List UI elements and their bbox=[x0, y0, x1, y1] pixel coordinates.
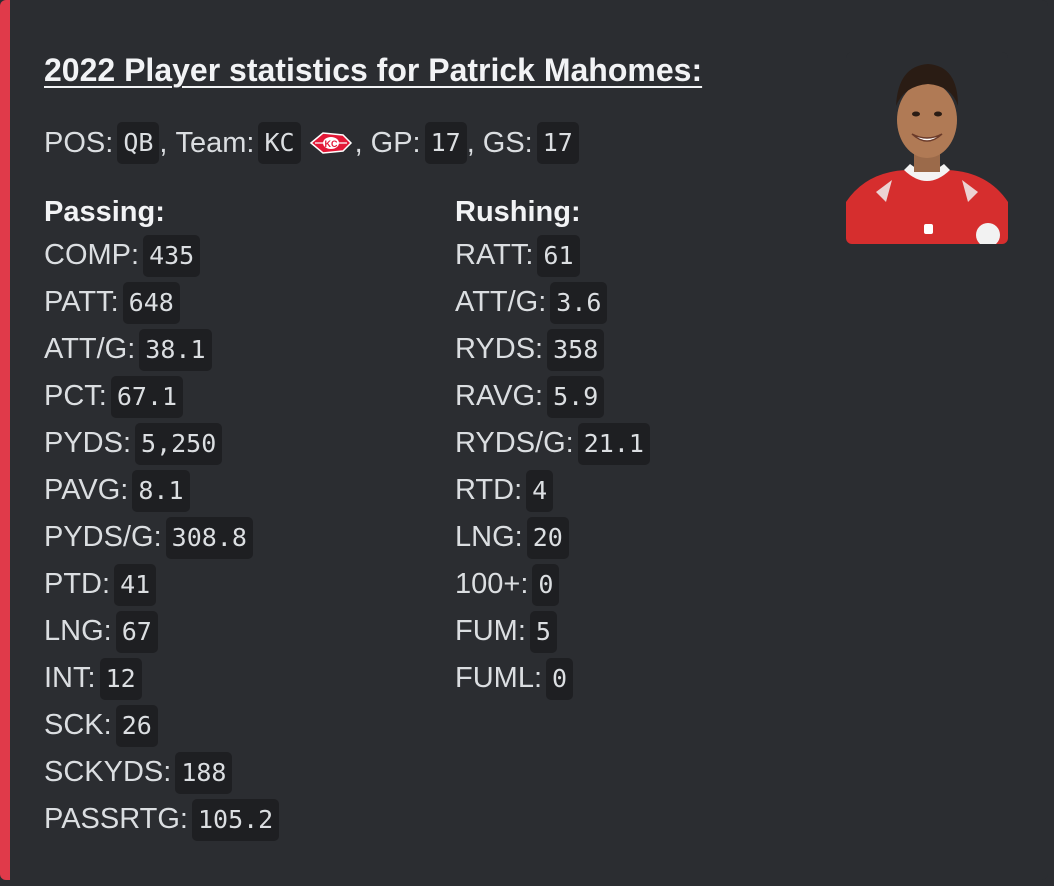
rushing-stat-row: FUML: 0 bbox=[455, 655, 650, 702]
passing-stat-row: PAVG: 8.1 bbox=[44, 467, 279, 514]
stat-label: RATT: bbox=[455, 239, 534, 271]
stat-value: 308.8 bbox=[165, 516, 253, 559]
stat-label: LNG: bbox=[44, 615, 112, 647]
passing-stat-row: SCKYDS: 188 bbox=[44, 749, 279, 796]
stat-value: 67 bbox=[115, 610, 158, 653]
stat-label: SCK: bbox=[44, 709, 112, 741]
stat-label: FUML: bbox=[455, 662, 542, 694]
pos-value: QB bbox=[117, 122, 160, 164]
rushing-stat-row: LNG: 20 bbox=[455, 514, 650, 561]
team-value: KC bbox=[258, 122, 301, 164]
info-sep: , bbox=[354, 126, 363, 159]
rushing-stat-row: RAVG: 5.9 bbox=[455, 373, 650, 420]
rushing-stat-row: RYDS/G: 21.1 bbox=[455, 420, 650, 467]
stat-value: 4 bbox=[526, 469, 554, 512]
stat-label: PTD: bbox=[44, 568, 111, 600]
passing-stat-row: PASSRTG: 105.2 bbox=[44, 796, 280, 843]
stat-label: PATT: bbox=[44, 286, 119, 318]
stat-label: PAVG: bbox=[44, 474, 129, 506]
stat-value: 105.2 bbox=[191, 798, 280, 841]
player-portrait-icon bbox=[846, 52, 1008, 244]
stat-label: FUM: bbox=[455, 615, 526, 647]
stat-label: INT: bbox=[44, 662, 96, 694]
stat-label: RYDS/G: bbox=[455, 427, 574, 459]
rushing-stat-row: ATT/G: 3.6 bbox=[455, 279, 650, 326]
gs-label: GS: bbox=[482, 126, 533, 159]
stat-value: 26 bbox=[115, 704, 158, 747]
stat-label: RTD: bbox=[455, 474, 523, 506]
pos-label: POS: bbox=[44, 126, 114, 159]
stat-label: ATT/G: bbox=[44, 333, 136, 365]
rushing-stat-row: 100+: 0 bbox=[455, 561, 650, 608]
rushing-stat-row: RATT: 61 bbox=[455, 232, 650, 279]
chiefs-logo-icon: KC bbox=[309, 132, 352, 154]
gp-label: GP: bbox=[370, 126, 421, 159]
stat-label: PYDS/G: bbox=[44, 521, 162, 553]
gs-value: 17 bbox=[536, 122, 579, 164]
passing-stat-row: COMP: 435 bbox=[44, 232, 279, 279]
stat-label: RAVG: bbox=[455, 380, 544, 412]
passing-stat-row: LNG: 67 bbox=[44, 608, 279, 655]
stat-label: PCT: bbox=[44, 380, 107, 412]
passing-stat-row: INT: 12 bbox=[44, 655, 279, 702]
rushing-stat-row: RTD: 4 bbox=[455, 467, 650, 514]
team-label: Team: bbox=[175, 126, 255, 159]
player-info-line: POS: QB , Team: KC KC , GP: 17 , GS: 17 bbox=[44, 122, 579, 164]
passing-stat-row: PYDS: 5,250 bbox=[44, 420, 279, 467]
passing-stat-row: PYDS/G: 308.8 bbox=[44, 514, 279, 561]
rushing-stat-row: FUM: 5 bbox=[455, 608, 650, 655]
stat-label: PYDS: bbox=[44, 427, 132, 459]
stat-label: SCKYDS: bbox=[44, 756, 172, 788]
stat-label: ATT/G: bbox=[455, 286, 547, 318]
info-sep: , bbox=[466, 126, 475, 159]
stat-value: 61 bbox=[537, 234, 580, 277]
passing-stat-row: PTD: 41 bbox=[44, 561, 279, 608]
stat-label: PASSRTG: bbox=[44, 803, 188, 835]
stat-value: 8.1 bbox=[132, 469, 190, 512]
stat-value: 12 bbox=[99, 657, 142, 700]
embed-title: 2022 Player statistics for Patrick Mahom… bbox=[44, 52, 703, 88]
stat-value: 0 bbox=[532, 563, 560, 606]
stat-label: COMP: bbox=[44, 239, 140, 271]
stat-value: 188 bbox=[175, 751, 233, 794]
stat-value: 3.6 bbox=[550, 281, 608, 324]
rushing-stat-row: RYDS: 358 bbox=[455, 326, 650, 373]
stat-value: 21.1 bbox=[577, 422, 650, 465]
rushing-column: Rushing: RATT: 61 ATT/G: 3.6 RYDS: 358 RAVG: 5.… bbox=[455, 192, 650, 702]
gp-value: 17 bbox=[424, 122, 467, 164]
stat-value: 5,250 bbox=[135, 422, 223, 465]
passing-stat-row: ATT/G: 38.1 bbox=[44, 326, 279, 373]
stat-value: 20 bbox=[526, 516, 569, 559]
stat-label: LNG: bbox=[455, 521, 523, 553]
info-sep: , bbox=[159, 126, 168, 159]
passing-column: Passing: COMP: 435 PATT: 648 ATT/G: 38.1 PCT: 6… bbox=[44, 192, 280, 843]
svg-text:KC: KC bbox=[324, 139, 337, 149]
passing-heading: Passing: bbox=[44, 196, 165, 228]
passing-stat-row: PATT: 648 bbox=[44, 279, 279, 326]
passing-stat-row: PCT: 67.1 bbox=[44, 373, 279, 420]
stat-value: 38.1 bbox=[139, 328, 212, 371]
stat-value: 5 bbox=[529, 610, 557, 653]
stat-value: 41 bbox=[114, 563, 157, 606]
stat-value: 358 bbox=[547, 328, 605, 371]
stat-value: 5.9 bbox=[547, 375, 605, 418]
stat-value: 648 bbox=[122, 281, 180, 324]
stat-value: 435 bbox=[143, 234, 201, 277]
stat-value: 0 bbox=[546, 657, 574, 700]
stat-value: 67.1 bbox=[110, 375, 184, 418]
rushing-heading: Rushing: bbox=[455, 196, 581, 228]
stat-label: 100+: bbox=[455, 568, 529, 600]
stat-label: RYDS: bbox=[455, 333, 544, 365]
passing-stat-row: SCK: 26 bbox=[44, 702, 279, 749]
